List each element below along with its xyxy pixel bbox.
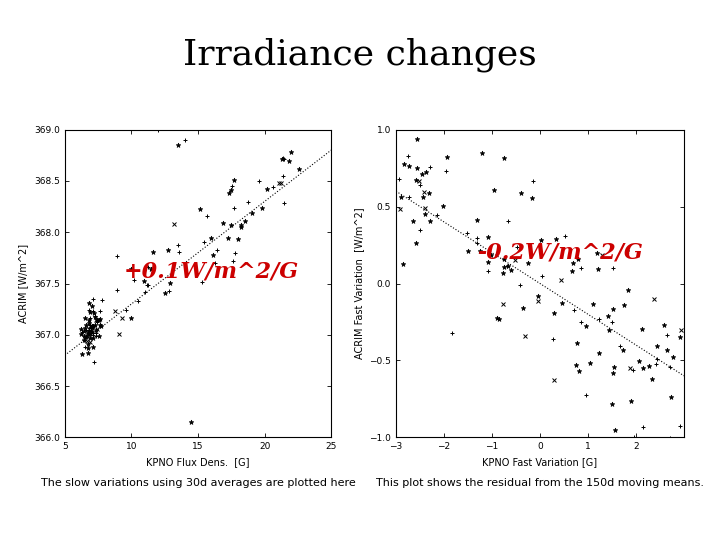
Text: -0.2W/m^2/G: -0.2W/m^2/G	[477, 242, 642, 264]
X-axis label: KPNO Fast Variation [G]: KPNO Fast Variation [G]	[482, 457, 598, 467]
X-axis label: KPNO Flux Dens.  [G]: KPNO Flux Dens. [G]	[146, 457, 250, 467]
Y-axis label: ACRIM [W/m^2]: ACRIM [W/m^2]	[19, 244, 29, 323]
Text: +0.1W/m^2/G: +0.1W/m^2/G	[123, 260, 299, 282]
Text: Irradiance changes: Irradiance changes	[183, 38, 537, 72]
Text: This plot shows the residual from the 150d moving means.: This plot shows the residual from the 15…	[376, 478, 704, 488]
Text: The slow variations using 30d averages are plotted here: The slow variations using 30d averages a…	[40, 478, 356, 488]
Y-axis label: ACRIM Fast Variation  [W/m^2]: ACRIM Fast Variation [W/m^2]	[354, 208, 364, 359]
